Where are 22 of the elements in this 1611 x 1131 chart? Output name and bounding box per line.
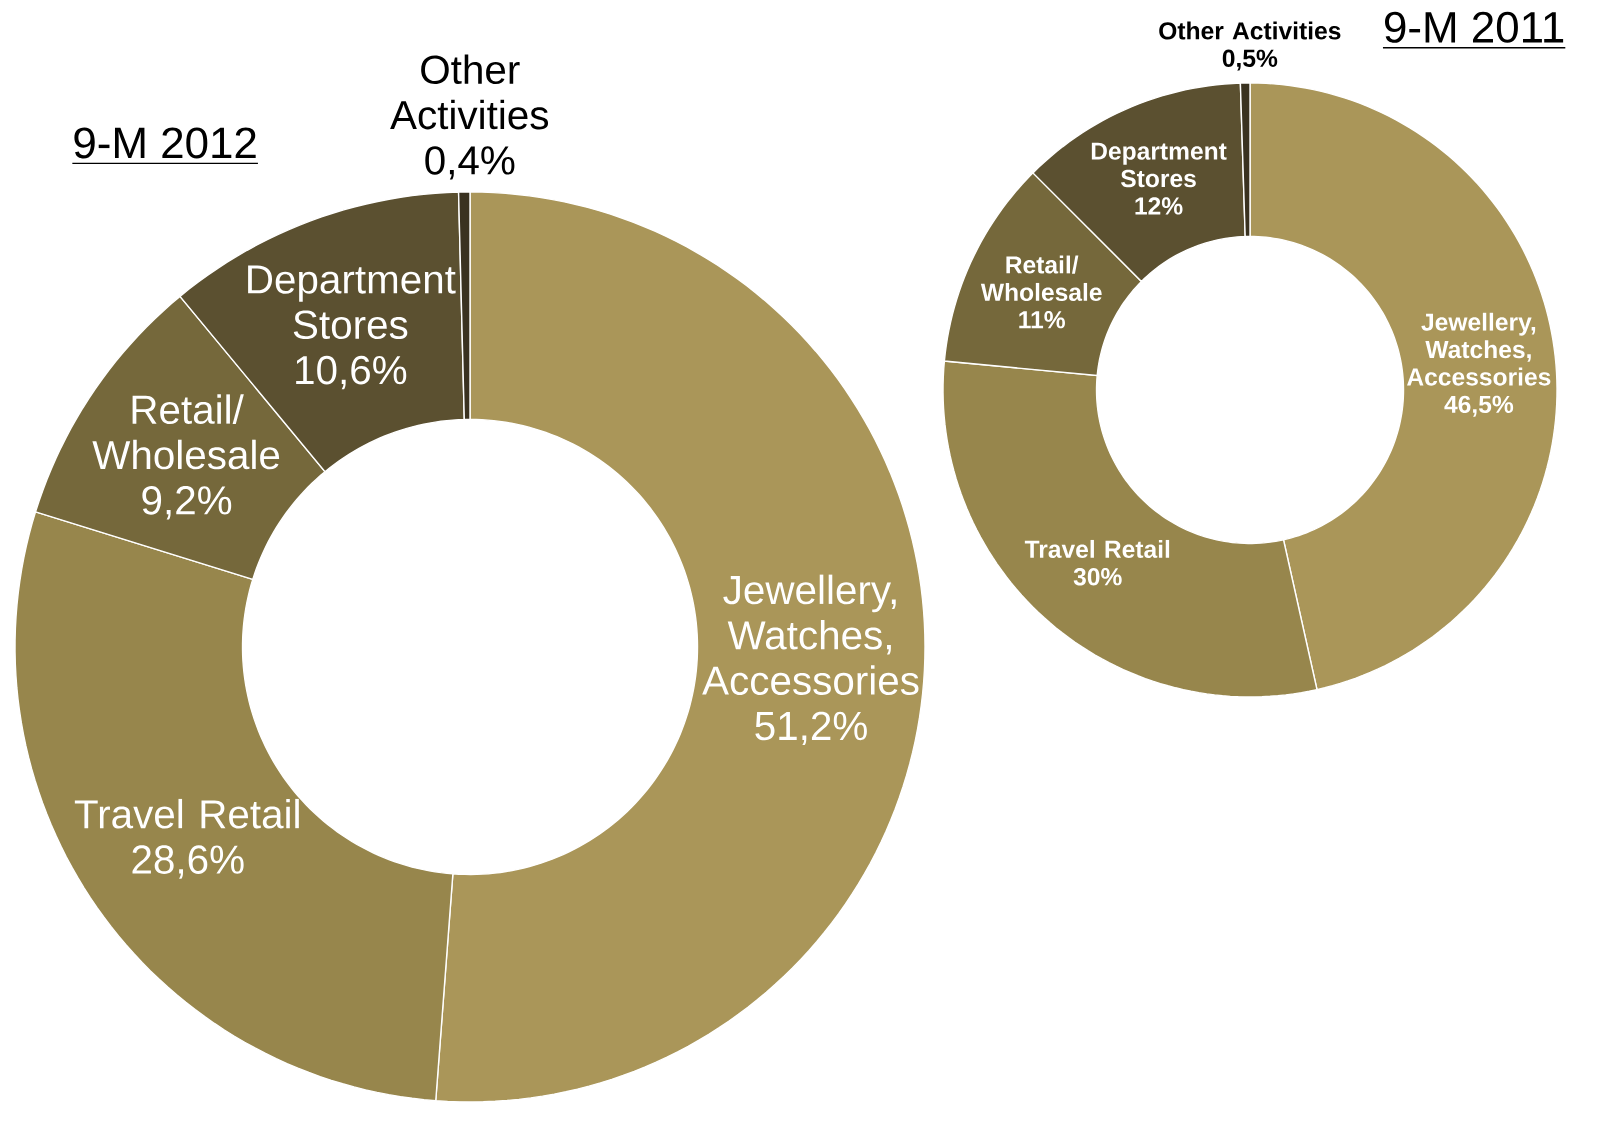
slice-label: Department Stores	[1091, 142, 1227, 188]
slice-label: Travel Retail	[1024, 539, 1170, 558]
data-label: 28,6%	[132, 845, 244, 879]
data-label: 12%	[1135, 197, 1183, 215]
slice-label: Retail/ Wholesale	[92, 394, 280, 470]
data-label: 11%	[1019, 311, 1065, 329]
slice-label: Department Stores	[248, 265, 456, 340]
text: 9-M 2012	[74, 127, 256, 159]
data-label: 30%	[1073, 568, 1122, 586]
slice-label: Jewellery, Watches, Accessories	[1407, 312, 1551, 386]
data-label: 10,6%	[296, 355, 407, 390]
slice-label: Jewellery, Watches, Accessories	[702, 574, 919, 695]
slice-label: Travel Retail	[74, 798, 299, 829]
slice-label: Other Activities	[1159, 21, 1341, 40]
data-label: 0,4%	[425, 146, 515, 180]
slice-label: Retail/ Wholesale	[980, 255, 1102, 301]
data-label: 46,5%	[1444, 395, 1514, 417]
data-label: 0,5%	[1222, 49, 1278, 71]
slice-label: Other Activities	[390, 54, 549, 130]
data-label: 9,2%	[142, 486, 232, 520]
data-label: 51,2%	[755, 711, 867, 746]
chart-title: 9-M 2011	[1385, 11, 1564, 43]
